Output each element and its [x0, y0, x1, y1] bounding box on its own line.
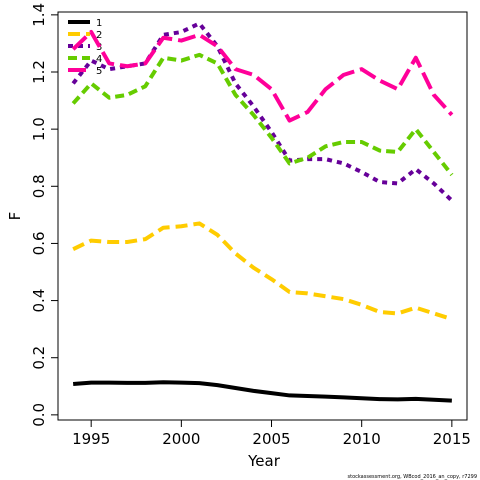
- y-tick-label: 0.2: [30, 346, 48, 370]
- legend-label: 2: [96, 30, 102, 41]
- series-line: [71, 30, 454, 123]
- legend-label: 3: [96, 42, 102, 53]
- y-tick-label: 0.8: [30, 174, 48, 198]
- x-tick-label: 2015: [433, 430, 471, 448]
- series-line: [71, 21, 454, 203]
- legend-label: 5: [96, 66, 102, 77]
- x-axis-label: Year: [247, 452, 281, 470]
- y-tick-label: 0.4: [30, 289, 48, 313]
- y-tick-label: 1.2: [30, 60, 48, 84]
- series-line: [72, 380, 452, 403]
- series-line: [72, 221, 453, 322]
- y-tick-label: 0.0: [30, 403, 48, 427]
- y-tick-label: 1.4: [30, 3, 48, 27]
- x-tick-label: 1995: [72, 430, 110, 448]
- plot-frame: [57, 11, 468, 421]
- legend-label: 4: [96, 54, 102, 65]
- series-line: [71, 52, 454, 177]
- y-axis-label: F: [6, 212, 24, 221]
- x-tick-label: 2000: [162, 430, 200, 448]
- y-tick-label: 0.6: [30, 231, 48, 255]
- x-tick-label: 2010: [343, 430, 381, 448]
- y-tick-label: 1.0: [30, 117, 48, 141]
- legend-label: 1: [96, 18, 102, 29]
- footnote: stockassessment.org, WBcod_2016_an_copy,…: [348, 474, 478, 480]
- x-tick-label: 2005: [252, 430, 290, 448]
